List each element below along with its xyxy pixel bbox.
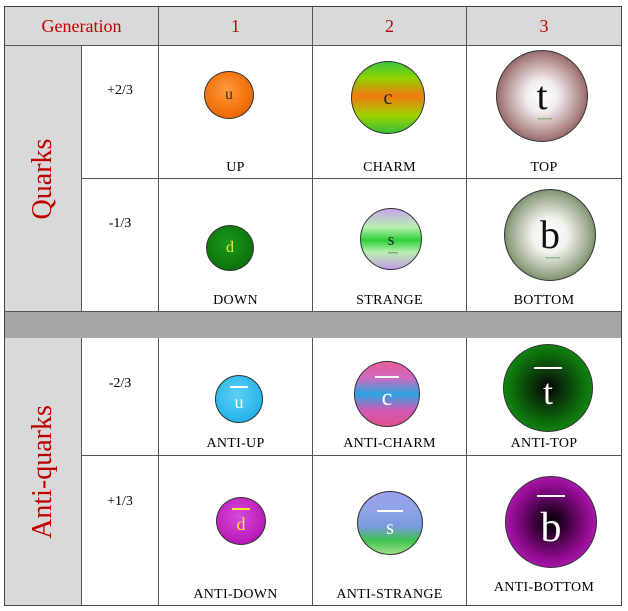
bottom-symbol: b — [540, 212, 560, 257]
bottom-quark-sphere: b ~~~ — [504, 189, 596, 281]
antitop-bar — [534, 367, 562, 369]
antidown-symbol: d — [236, 514, 246, 534]
antitop-label: ANTI-TOP — [510, 436, 578, 451]
strange-label: STRANGE — [356, 293, 423, 308]
quarks-group-label: Quarks — [5, 46, 82, 312]
antitop-quark-sphere: t — [503, 344, 593, 432]
antiup-symbol: u — [234, 392, 244, 412]
generation-3-label: 3 — [539, 15, 549, 36]
strange-wave-mark: ~~ — [388, 248, 398, 258]
antistrange-label: ANTI-STRANGE — [336, 587, 443, 602]
anticharm-label: ANTI-CHARM — [343, 436, 436, 451]
particle-cell-antibottom: b ANTI-BOTTOM — [467, 456, 621, 605]
top-wave-mark: ~~~ — [537, 114, 553, 124]
particle-cell-antiup: u ANTI-UP — [159, 338, 313, 456]
bottom-label: BOTTOM — [513, 293, 575, 308]
generation-label: Generation — [41, 15, 122, 36]
antiquarks-label: Anti-quarks — [27, 404, 58, 539]
antibottom-quark-sphere: b — [505, 476, 597, 568]
charge-cell-minus-two-thirds: -2/3 — [82, 338, 159, 456]
charge-cell-plus-two-thirds: +2/3 — [82, 46, 159, 179]
quarks-label: Quarks — [27, 138, 58, 219]
particle-cell-anticharm: c ANTI-CHARM — [313, 338, 467, 456]
antiup-label: ANTI-UP — [206, 436, 265, 451]
charge-label: +1/3 — [107, 494, 133, 509]
particle-cell-bottom: b ~~~ BOTTOM — [467, 179, 621, 312]
anticharm-symbol: c — [381, 385, 393, 411]
particle-cell-down: d DOWN — [159, 179, 313, 312]
antitop-symbol: t — [542, 372, 553, 412]
charge-label: -1/3 — [108, 216, 132, 231]
top-label: TOP — [530, 160, 558, 175]
strange-quark-sphere: s ~~ — [360, 208, 422, 270]
particle-cell-strange: s ~~ STRANGE — [313, 179, 467, 312]
anticharm-bar — [375, 376, 399, 378]
antistrange-bar — [377, 510, 403, 512]
antidown-label: ANTI-DOWN — [193, 587, 278, 602]
down-label: DOWN — [213, 293, 258, 308]
antibottom-symbol: b — [540, 505, 562, 551]
charge-cell-plus-one-third: +1/3 — [82, 456, 159, 605]
antiup-quark-sphere: u — [215, 375, 263, 423]
antistrange-quark-sphere: s — [357, 491, 423, 555]
down-symbol: d — [226, 239, 234, 256]
charge-label: +2/3 — [107, 83, 133, 98]
antibottom-label: ANTI-BOTTOM — [493, 580, 595, 595]
antiup-bar — [230, 386, 248, 388]
particle-cell-antistrange: s ANTI-STRANGE — [313, 456, 467, 605]
generation-2-label: 2 — [385, 15, 394, 36]
particle-cell-antidown: d ANTI-DOWN — [159, 456, 313, 605]
antidown-quark-sphere: d — [216, 497, 266, 545]
up-symbol: u — [225, 86, 233, 103]
particle-cell-top: t ~~~ TOP — [467, 46, 621, 179]
generation-3-header: 3 — [467, 7, 621, 46]
antibottom-bar — [537, 495, 565, 497]
particle-cell-antitop: t ANTI-TOP — [467, 338, 621, 456]
generation-1-label: 1 — [231, 15, 240, 36]
top-symbol: t — [536, 73, 548, 118]
up-quark-sphere: u — [204, 71, 254, 119]
up-label: UP — [226, 160, 245, 175]
group-separator — [5, 312, 621, 339]
generation-header: Generation — [5, 7, 159, 46]
quark-table: Generation 1 2 3 Quarks +2/3 u UP c CHAR… — [4, 6, 622, 606]
top-quark-sphere: t ~~~ — [496, 50, 588, 142]
generation-2-header: 2 — [313, 7, 467, 46]
charm-label: CHARM — [363, 160, 416, 175]
generation-1-header: 1 — [159, 7, 313, 46]
strange-symbol: s — [387, 229, 395, 249]
charge-cell-minus-one-third: -1/3 — [82, 179, 159, 312]
charm-quark-sphere: c — [351, 61, 425, 134]
charm-symbol: c — [383, 86, 393, 109]
bottom-wave-mark: ~~~ — [545, 253, 561, 263]
anticharm-quark-sphere: c — [354, 361, 420, 427]
antiquarks-group-label: Anti-quarks — [5, 338, 82, 605]
antistrange-symbol: s — [386, 517, 394, 539]
antidown-bar — [232, 508, 250, 510]
down-quark-sphere: d — [206, 225, 254, 271]
charge-label: -2/3 — [108, 376, 132, 391]
particle-cell-up: u UP — [159, 46, 313, 179]
particle-cell-charm: c CHARM — [313, 46, 467, 179]
